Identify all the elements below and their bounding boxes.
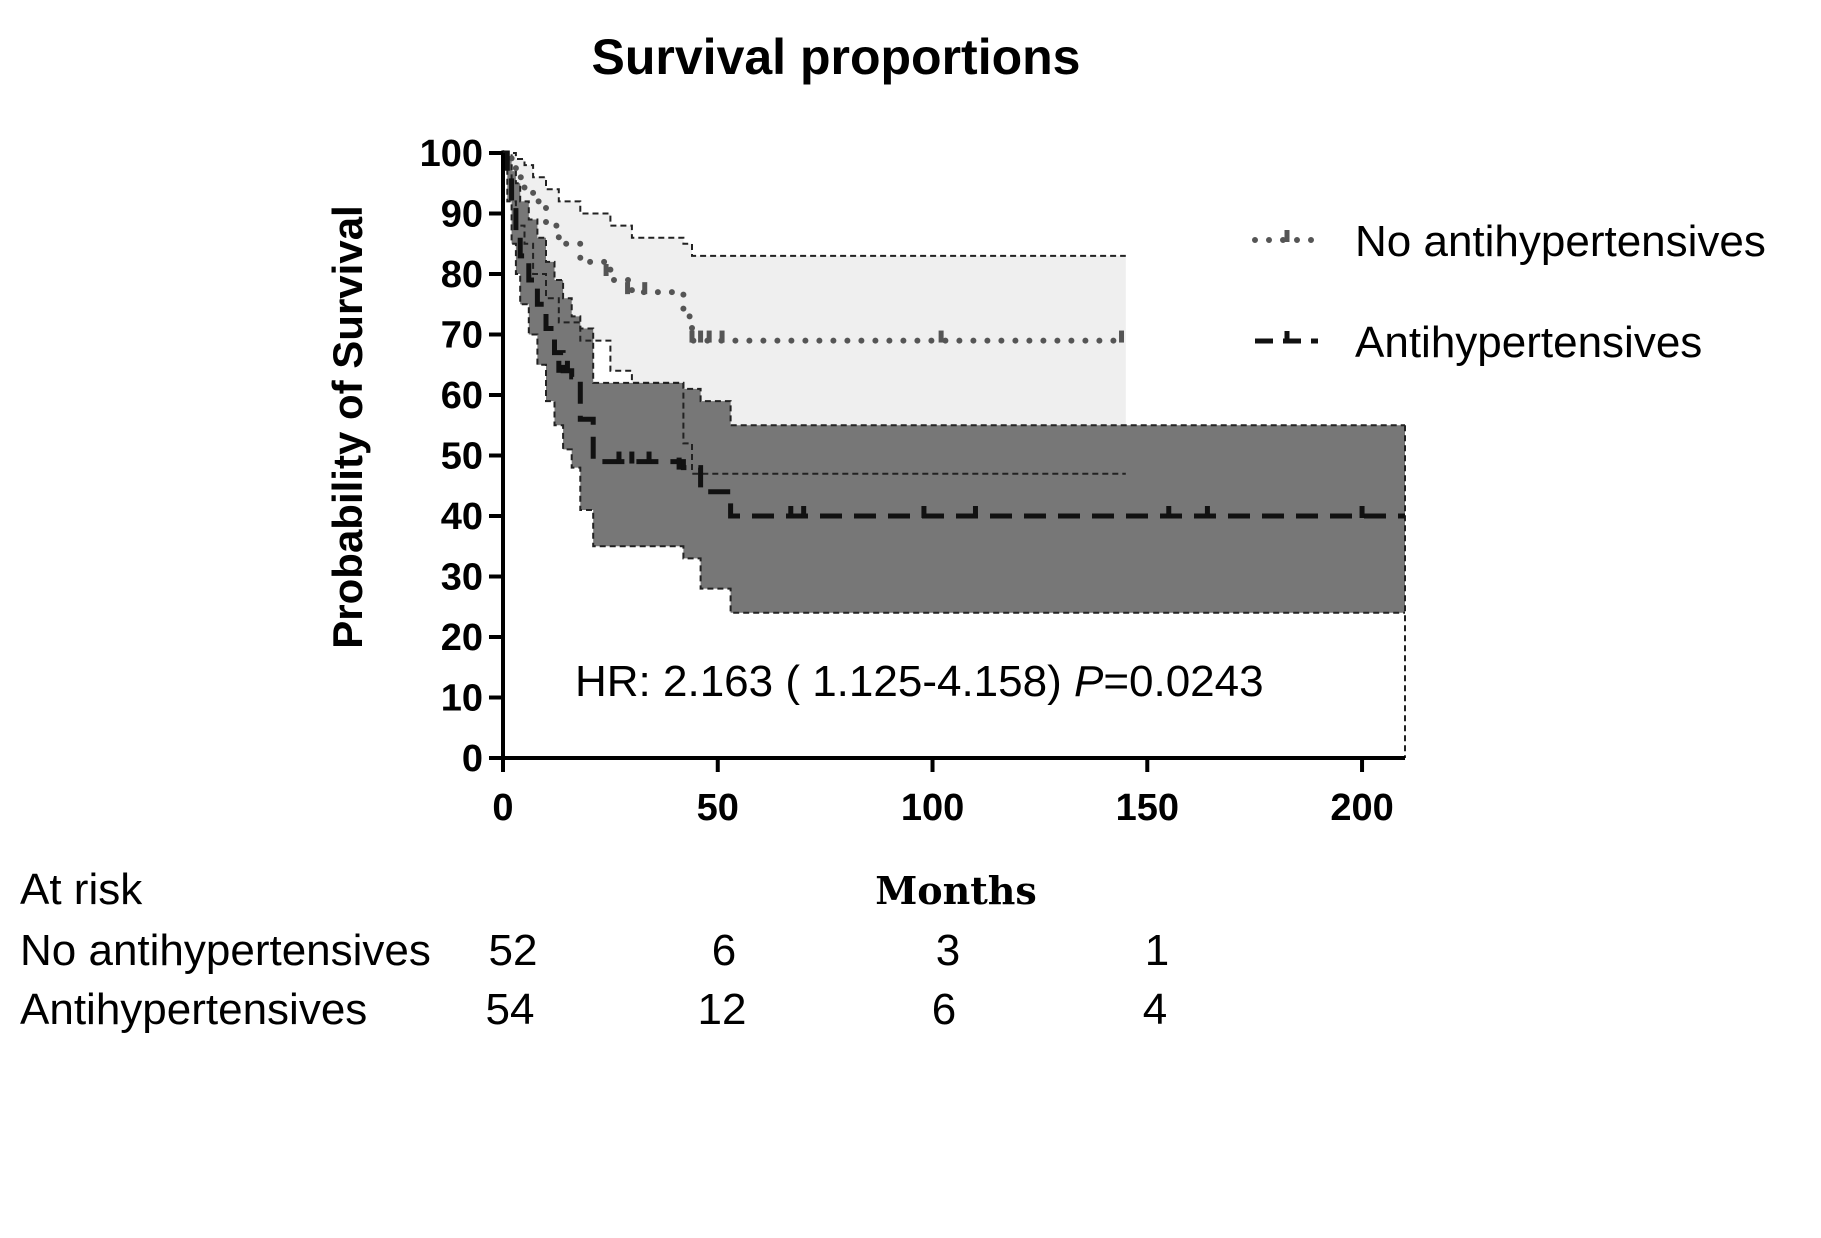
x-tick-label: 100 (901, 787, 964, 829)
at-risk-value: 12 (698, 985, 747, 1034)
y-tick-label: 20 (441, 617, 483, 659)
at-risk-value: 6 (932, 985, 956, 1034)
p-symbol: P (1074, 657, 1104, 706)
legend-label-antihypertensives: Antihypertensives (1355, 318, 1702, 367)
y-tick-label: 80 (441, 254, 483, 296)
x-tick-label: 0 (492, 787, 513, 829)
ci-bound-line (503, 152, 1126, 257)
ci-band-antihypertensives (503, 153, 1405, 613)
survival-curve-antihypertensives (503, 150, 1405, 519)
ci-band-no-antihypertensives (503, 153, 1126, 474)
y-tick-label: 0 (462, 738, 483, 780)
at-risk-value: 6 (712, 926, 736, 975)
chart-title: Survival proportions (592, 29, 1081, 85)
at-risk-row-name: No antihypertensives (20, 926, 431, 975)
at-risk-value: 1 (1145, 926, 1169, 975)
legend-label-no-antihypertensives: No antihypertensives (1355, 217, 1766, 266)
ci-bound-line (503, 152, 1405, 614)
y-tick-label: 50 (441, 436, 483, 478)
at-risk-value: 54 (486, 985, 535, 1034)
survival-curve-no-antihypertensives (500, 150, 1129, 344)
x-tick-label: 200 (1330, 787, 1393, 829)
at-risk-table: At risk No antihypertensives 52 6 3 1 An… (20, 865, 1169, 1034)
y-tick-label: 30 (441, 557, 483, 599)
y-tick-label: 90 (441, 194, 483, 236)
y-tick-label: 70 (441, 315, 483, 357)
y-tick-label: 60 (441, 375, 483, 417)
y-tick-label: 100 (420, 133, 483, 175)
y-tick-label: 10 (441, 678, 483, 720)
x-tick-label: 150 (1116, 787, 1179, 829)
at-risk-value: 52 (489, 926, 538, 975)
plot-area: 0 10 20 30 40 50 60 70 80 90 100 0 50 100 150 200 (420, 133, 1406, 829)
ci-bound-line (503, 152, 1405, 427)
x-tick-label: 50 (697, 787, 739, 829)
y-axis-label: Probability of Survival (324, 205, 371, 648)
p-value: =0.0243 (1103, 657, 1263, 706)
at-risk-label: At risk (20, 865, 143, 914)
at-risk-value: 3 (936, 926, 960, 975)
hr-text: HR: 2.163 ( 1.125-4.158) (575, 657, 1074, 706)
y-tick-label: 40 (441, 496, 483, 538)
at-risk-value: 4 (1143, 985, 1167, 1034)
hazard-ratio-annotation: HR: 2.163 ( 1.125-4.158) P=0.0243 (575, 657, 1264, 706)
x-axis-label: Months (875, 868, 1037, 913)
legend: No antihypertensives Antihypertensives (1252, 217, 1766, 367)
at-risk-row-name: Antihypertensives (20, 985, 367, 1034)
